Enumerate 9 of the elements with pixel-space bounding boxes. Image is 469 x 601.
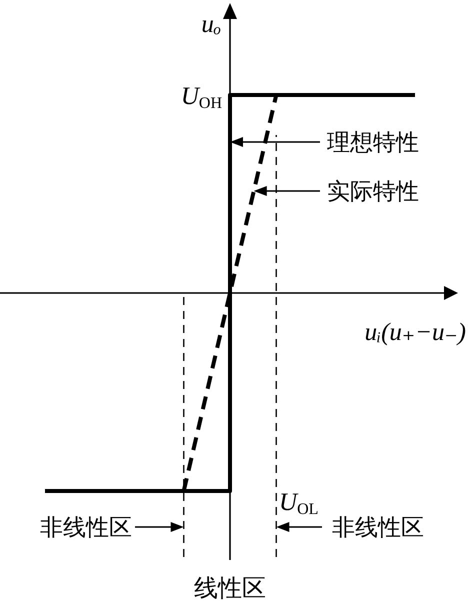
annotation: 理想特性: [327, 130, 419, 155]
annotation: U$_{OH}$: [180, 83, 222, 112]
annotation: 线性区: [194, 576, 266, 601]
annotation: 非线性区: [40, 515, 132, 540]
ylabel: uₒ: [201, 11, 221, 38]
annotation: U$_{OL}$: [279, 489, 318, 518]
annotation: 非线性区: [332, 515, 424, 540]
xlabel: uᵢ(u₊−u₋): [364, 319, 466, 346]
annotation: 实际特性: [327, 179, 419, 204]
